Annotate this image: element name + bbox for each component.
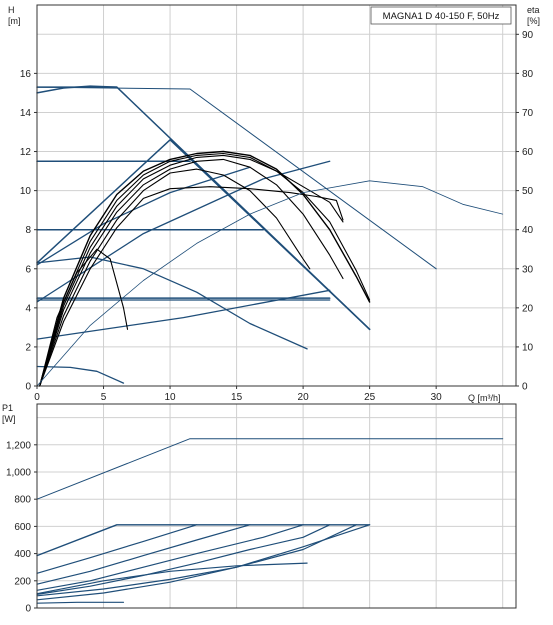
y-right-tick-label: 40 xyxy=(522,225,534,236)
y-right-tick-label: 80 xyxy=(522,69,534,80)
series-curve xyxy=(36,524,371,601)
y-tick-label: 10 xyxy=(20,186,32,197)
y-right-tick-label: 10 xyxy=(522,342,534,353)
y-tick-label: 8 xyxy=(25,225,31,236)
series-curve xyxy=(36,524,371,557)
x-tick-label: 15 xyxy=(231,392,243,403)
y-right-axis-label: eta xyxy=(527,5,540,15)
y-tick-label: 14 xyxy=(20,108,32,119)
head-efficiency-panel: 0 2 4 6 8 10 12 14 16 0 5 10 15 20 25 30 0 10 20 30 40 50 60 70… xyxy=(20,4,534,403)
y-right-tick-label: 90 xyxy=(522,30,534,41)
y-tick-label: 1,200 xyxy=(6,440,31,451)
x-tick-label: 5 xyxy=(101,392,107,403)
series-curve xyxy=(39,248,129,387)
y-tick-label: 800 xyxy=(14,495,31,506)
x-axis-label: Q [m³/h] xyxy=(468,393,501,403)
y-tick-label: 600 xyxy=(14,522,31,533)
y-tick-label: 4 xyxy=(25,303,31,314)
y-tick-label: 16 xyxy=(20,69,32,80)
series-curve xyxy=(36,86,437,270)
y-right-tick-label: 70 xyxy=(522,108,534,119)
y-left-axis-label: H xyxy=(8,5,15,15)
y-right-tick-label: 20 xyxy=(522,303,534,314)
title-box xyxy=(370,6,512,25)
y-right-tick-label: 30 xyxy=(522,264,534,275)
series-curve xyxy=(36,524,331,596)
series-curve xyxy=(36,85,118,94)
power-panel: 0 200 400 600 800 1,000 1,200 xyxy=(6,403,517,615)
y-tick-label: 2 xyxy=(25,342,31,353)
series-curve xyxy=(36,524,357,597)
series-curve xyxy=(39,152,371,387)
series-curve xyxy=(36,365,125,384)
y-tick-label: 200 xyxy=(14,576,31,587)
chart-title: MAGNA1 D 40-150 F, 50Hz xyxy=(383,11,500,22)
series-curve xyxy=(39,186,344,387)
y-tick-label: 6 xyxy=(25,264,31,275)
series-curve xyxy=(36,524,304,591)
series-curve xyxy=(36,524,251,585)
y-right-tick-label: 50 xyxy=(522,186,534,197)
series-curve xyxy=(36,139,371,331)
x-tick-label: 30 xyxy=(431,392,443,403)
plot-frame xyxy=(36,403,517,609)
series-curve xyxy=(39,154,344,387)
y-tick-label: 0 xyxy=(25,382,31,393)
series-curve xyxy=(36,438,504,500)
series-curve xyxy=(36,180,504,387)
series-curve xyxy=(36,289,331,340)
x-tick-label: 25 xyxy=(364,392,376,403)
y-tick-label: 12 xyxy=(20,147,32,158)
plot-frame xyxy=(36,4,517,387)
series-curve xyxy=(36,166,251,266)
power-axis-unit: [W] xyxy=(2,414,16,424)
series-curve xyxy=(36,601,125,604)
x-tick-label: 20 xyxy=(298,392,310,403)
y-tick-label: 0 xyxy=(25,604,31,615)
y-tick-label: 400 xyxy=(14,549,31,560)
series-curve xyxy=(39,168,311,387)
y-right-axis-unit: [%] xyxy=(527,16,540,26)
x-tick-label: 10 xyxy=(164,392,176,403)
series-curve xyxy=(36,86,371,331)
y-right-tick-label: 60 xyxy=(522,147,534,158)
y-right-tick-label: 0 xyxy=(522,382,528,393)
x-tick-label: 0 xyxy=(34,392,40,403)
power-axis-label: P1 xyxy=(2,403,13,413)
y-tick-label: 1,000 xyxy=(6,468,31,479)
series-curve xyxy=(39,158,344,387)
series-curve xyxy=(36,524,198,574)
series-curve xyxy=(36,562,308,595)
y-left-axis-unit: [m] xyxy=(8,16,21,26)
series-curve xyxy=(39,150,371,387)
